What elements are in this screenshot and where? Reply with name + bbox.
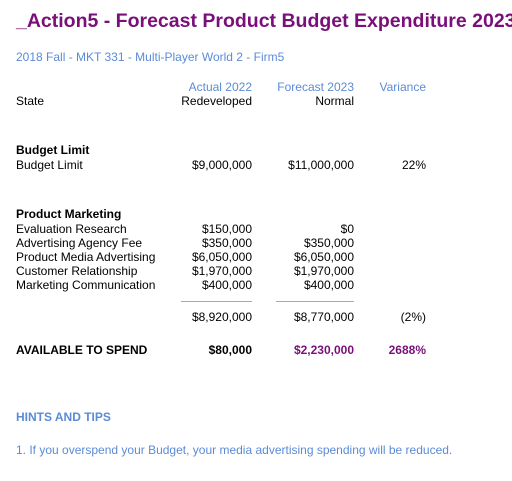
actual-value: $1,970,000 xyxy=(191,264,252,278)
forecast-value: $400,000 xyxy=(303,278,354,292)
forecast-value: $6,050,000 xyxy=(293,250,354,264)
variance-column-header: Variance xyxy=(379,80,426,94)
available-label: AVAILABLE TO SPEND xyxy=(16,343,148,357)
available-to-spend-row: AVAILABLE TO SPEND $80,000 $2,230,000 26… xyxy=(16,343,456,357)
actual-total-divider xyxy=(181,301,252,302)
budget-section-title: Budget Limit xyxy=(16,143,90,157)
page-title: _Action5 - Forecast Product Budget Expen… xyxy=(16,10,512,32)
variance-value: 22% xyxy=(401,158,426,172)
actual-value: $150,000 xyxy=(201,222,252,236)
table-row: Product Media Advertising $6,050,000 $6,… xyxy=(16,250,456,264)
forecast-value: $1,970,000 xyxy=(293,264,354,278)
total-row: $8,920,000 $8,770,000 (2%) xyxy=(16,310,456,324)
forecast-column-header: Forecast 2023 xyxy=(277,80,354,94)
forecast-value: $350,000 xyxy=(303,236,354,250)
forecast-state-value: Normal xyxy=(315,94,354,108)
available-variance: 2688% xyxy=(388,343,426,357)
actual-state-value: Redeveloped xyxy=(181,94,252,108)
forecast-total: $8,770,000 xyxy=(293,310,354,324)
available-forecast: $2,230,000 xyxy=(293,343,354,357)
state-row: State Redeveloped Normal xyxy=(16,94,456,108)
section-title-budget-limit: Budget Limit xyxy=(16,143,456,157)
available-actual: $80,000 xyxy=(208,343,252,357)
table-row: Budget Limit $9,000,000 $11,000,000 22% xyxy=(16,158,456,172)
actual-total: $8,920,000 xyxy=(191,310,252,324)
page-subtitle: 2018 Fall - MKT 331 - Multi-Player World… xyxy=(16,50,285,64)
table-row: Evaluation Research $150,000 $0 xyxy=(16,222,456,236)
actual-column-header: Actual 2022 xyxy=(188,80,252,94)
table-row: Marketing Communication $400,000 $400,00… xyxy=(16,278,456,292)
row-label: Customer Relationship xyxy=(16,264,138,278)
hint-item: 1. If you overspend your Budget, your me… xyxy=(16,443,453,457)
header-row: Actual 2022 Forecast 2023 Variance xyxy=(16,80,456,94)
actual-value: $400,000 xyxy=(201,278,252,292)
row-label: Marketing Communication xyxy=(16,278,156,292)
table-row: Customer Relationship $1,970,000 $1,970,… xyxy=(16,264,456,278)
section-title-product-marketing: Product Marketing xyxy=(16,207,456,221)
marketing-section-title: Product Marketing xyxy=(16,207,122,221)
actual-value: $350,000 xyxy=(201,236,252,250)
forecast-value: $11,000,000 xyxy=(288,158,354,172)
forecast-total-divider xyxy=(276,301,354,302)
hints-title: HINTS AND TIPS xyxy=(16,410,111,424)
actual-value: $9,000,000 xyxy=(191,158,252,172)
state-label: State xyxy=(16,94,45,108)
actual-value: $6,050,000 xyxy=(191,250,252,264)
row-label: Budget Limit xyxy=(16,158,83,172)
forecast-value: $0 xyxy=(340,222,354,236)
total-variance: (2%) xyxy=(400,310,426,324)
row-label: Evaluation Research xyxy=(16,222,127,236)
row-label: Product Media Advertising xyxy=(16,250,156,264)
table-row: Advertising Agency Fee $350,000 $350,000 xyxy=(16,236,456,250)
row-label: Advertising Agency Fee xyxy=(16,236,143,250)
